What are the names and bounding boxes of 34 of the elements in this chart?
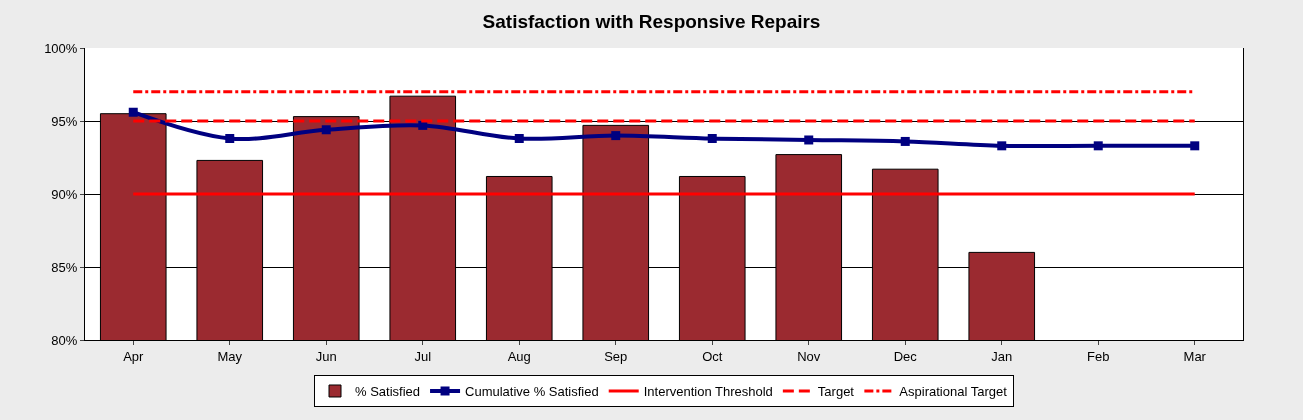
y-tick-label: 80% [51, 332, 78, 348]
x-tick-label: Nov [797, 348, 821, 364]
y-tick-label: 100% [44, 40, 78, 56]
chart-title: Satisfaction with Responsive Repairs [482, 11, 821, 32]
x-tick-label: Sep [604, 348, 628, 364]
point [900, 136, 910, 146]
legend-label: Intervention Threshold [643, 384, 773, 400]
legend-label: Cumulative % Satisfied [465, 384, 599, 400]
point [1093, 141, 1103, 151]
x-tick-label: Mar [1183, 348, 1207, 364]
legend-label: Target [817, 384, 855, 400]
x-tick-label: Oct [702, 348, 723, 364]
x-tick-label: Feb [1087, 348, 1110, 364]
x-tick-label: Jan [991, 348, 1013, 364]
point [611, 131, 621, 141]
x-tick-label: Dec [893, 348, 918, 364]
legend-label: Aspirational Target [899, 384, 1008, 400]
y-tick-label: 95% [51, 113, 78, 129]
point [321, 125, 331, 135]
x-tick-label: Aug [507, 348, 531, 364]
x-tick-label: Jun [315, 348, 337, 364]
point [707, 134, 717, 144]
point [997, 141, 1007, 151]
y-tick-label: 85% [51, 259, 78, 275]
point [514, 134, 524, 144]
point [804, 135, 814, 145]
point [128, 107, 138, 117]
x-tick-label: Jul [414, 348, 432, 364]
legend-label: % Satisfied [355, 384, 421, 400]
point [225, 134, 235, 144]
x-tick-label: Apr [123, 348, 145, 364]
point [1190, 141, 1200, 151]
x-tick-label: May [217, 348, 243, 364]
y-tick-label: 90% [51, 186, 78, 202]
